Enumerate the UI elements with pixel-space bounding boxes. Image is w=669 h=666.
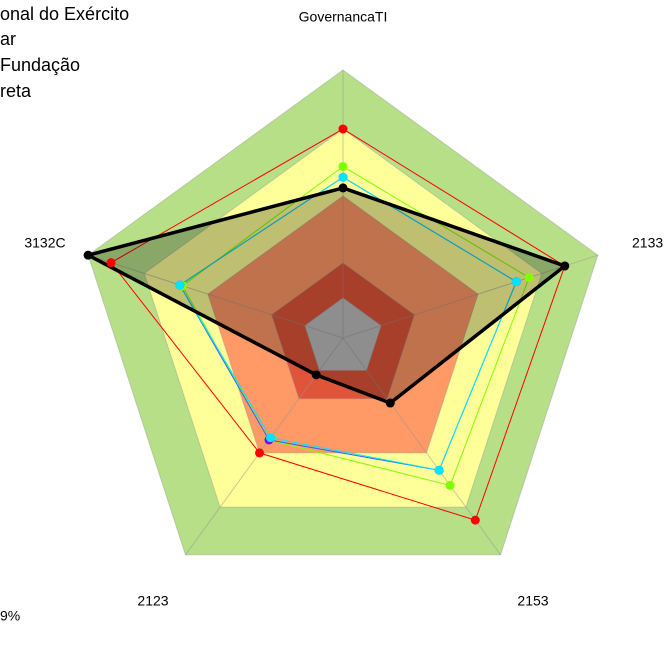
series-line	[83, 186, 569, 406]
series-point	[338, 172, 348, 182]
grid-ring	[87, 69, 599, 556]
series-point	[338, 161, 348, 171]
axis-label: 3132C	[24, 235, 65, 251]
series-point	[434, 465, 444, 475]
axis-label: GovernancaTI	[299, 9, 388, 25]
series-point	[338, 124, 348, 134]
spoke	[342, 254, 599, 339]
series-point	[266, 433, 276, 443]
axis-label: 2153	[517, 593, 548, 609]
legend-entry: ar	[0, 29, 16, 49]
axis-label: 2123	[137, 593, 168, 609]
series-point	[524, 273, 534, 283]
grid-ring	[143, 128, 543, 508]
grid-ring	[271, 262, 415, 400]
series-point	[385, 398, 395, 408]
spoke	[87, 254, 344, 339]
axis-label: 2133	[632, 235, 663, 251]
series-point	[255, 448, 265, 458]
series-point	[511, 277, 521, 287]
note: 9%	[0, 608, 20, 624]
series-point	[106, 258, 116, 268]
legend-entry: reta	[0, 81, 32, 101]
series-point	[560, 261, 570, 271]
series-point	[338, 183, 348, 193]
grid-ring	[304, 297, 382, 372]
series-point	[175, 280, 185, 290]
series-point	[83, 250, 93, 260]
series-point	[445, 480, 455, 490]
series-point	[470, 515, 480, 525]
legend-entry: onal do Exército	[0, 4, 129, 24]
legend-entry: Fundação	[0, 55, 80, 75]
series-line	[179, 176, 517, 471]
series-point	[311, 370, 321, 380]
